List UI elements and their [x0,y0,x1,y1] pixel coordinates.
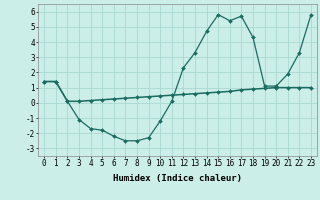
X-axis label: Humidex (Indice chaleur): Humidex (Indice chaleur) [113,174,242,183]
